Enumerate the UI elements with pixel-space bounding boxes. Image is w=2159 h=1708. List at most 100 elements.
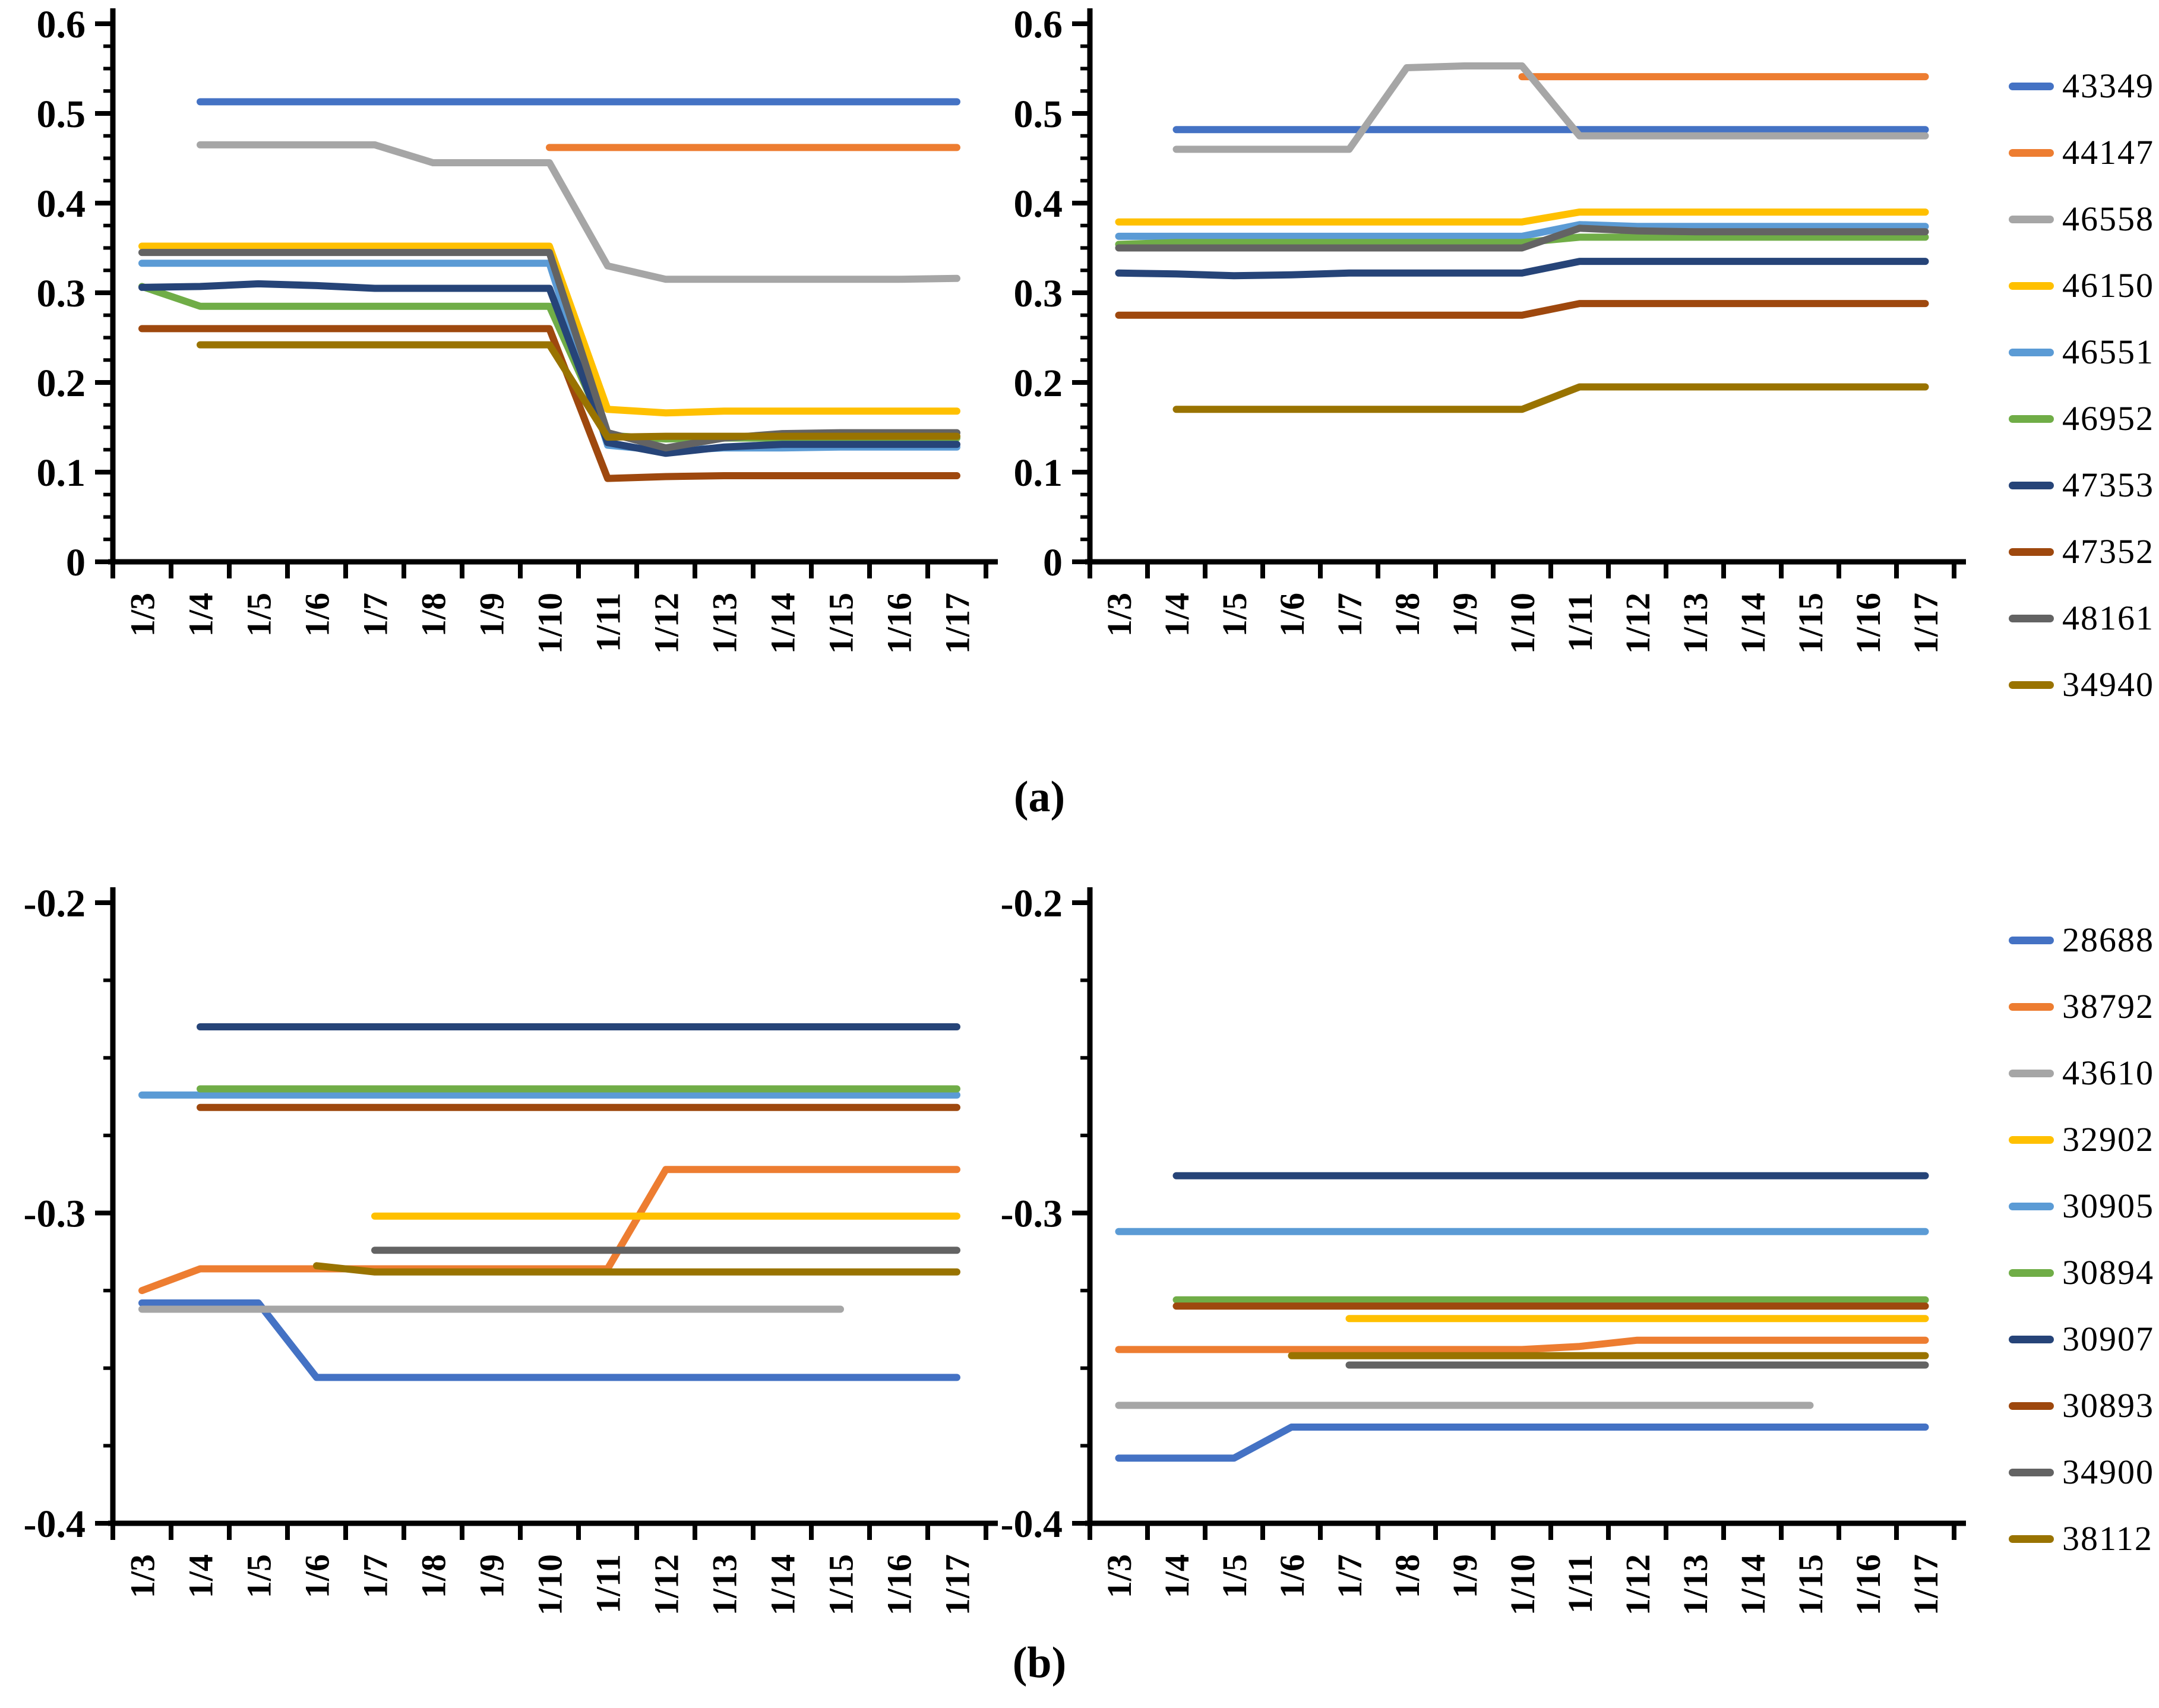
legend-item-34940: 34940 <box>2009 651 2159 718</box>
y-tick-label: 0.2 <box>1014 362 1063 405</box>
legend-item-44147: 44147 <box>2009 119 2159 186</box>
legend-label: 43349 <box>2062 67 2154 105</box>
series-line-46150 <box>1115 208 1929 226</box>
legend-label: 30907 <box>2062 1320 2154 1358</box>
y-tick-label: 0.2 <box>37 362 86 405</box>
x-tick-label: 1/5 <box>1215 1554 1254 1598</box>
legend-label: 32902 <box>2062 1120 2154 1159</box>
legend-item-34900: 34900 <box>2009 1439 2159 1505</box>
x-tick-label: 1/4 <box>181 593 220 637</box>
series-line-47352 <box>1115 300 1929 319</box>
series-line-34940 <box>1172 383 1929 413</box>
y-tick-label: 0.4 <box>1014 182 1063 226</box>
legend-swatch-30893 <box>2009 1402 2054 1410</box>
x-tick-label: 1/17 <box>1907 593 1945 654</box>
legend-item-28688: 28688 <box>2009 907 2159 973</box>
x-tick-label: 1/3 <box>1100 593 1139 637</box>
legend-swatch-38792 <box>2009 1002 2054 1011</box>
legend-swatch-46558 <box>2009 215 2054 223</box>
legend-swatch-47352 <box>2009 548 2054 556</box>
legend-item-47353: 47353 <box>2009 452 2159 518</box>
legend-label: 38112 <box>2062 1519 2153 1558</box>
x-tick-label: 1/12 <box>1619 1554 1657 1615</box>
legend-item-30905: 30905 <box>2009 1173 2159 1239</box>
y-tick-label: -0.2 <box>1001 882 1063 925</box>
x-tick-label: 1/12 <box>1619 593 1657 654</box>
legend-item-30893: 30893 <box>2009 1372 2159 1439</box>
y-tick-label: -0.3 <box>24 1193 86 1236</box>
legend-swatch-46551 <box>2009 348 2054 356</box>
legend-item-46551: 46551 <box>2009 319 2159 385</box>
x-tick-label: 1/9 <box>1446 593 1484 637</box>
series-line-46558 <box>197 141 960 283</box>
x-tick-label: 1/17 <box>1907 1554 1945 1615</box>
x-tick-label: 1/8 <box>1388 593 1427 637</box>
x-tick-label: 1/16 <box>1849 1554 1888 1615</box>
x-tick-label: 1/6 <box>298 593 336 637</box>
legend-item-43610: 43610 <box>2009 1040 2159 1106</box>
x-tick-label: 1/11 <box>589 1554 627 1614</box>
legend-item-46558: 46558 <box>2009 186 2159 252</box>
legend-swatch-28688 <box>2009 936 2054 944</box>
legend-label: 46952 <box>2062 399 2154 438</box>
series-line-46558 <box>1172 62 1929 153</box>
legend-panel-a: 43349 44147 46558 46150 46551 46952 47353 47352… <box>2009 53 2159 718</box>
series-line-47353 <box>1115 258 1929 280</box>
chart-a-right: 0.6 0.5 0.4 0.3 0.2 0.1 0 1/3 1/4 1/5 1/6 1/7 1/8 1/9… <box>1014 3 1966 654</box>
x-tick-label: 1/15 <box>1791 593 1830 654</box>
legend-label: 46150 <box>2062 266 2154 305</box>
x-tick-label: 1/16 <box>880 593 918 654</box>
x-tick-label: 1/3 <box>123 1554 162 1598</box>
x-tick-label: 1/5 <box>1215 593 1254 637</box>
legend-swatch-30905 <box>2009 1202 2054 1210</box>
legend-label: 46551 <box>2062 333 2154 371</box>
x-tick-label: 1/15 <box>821 593 860 654</box>
series-line-34940 <box>197 341 960 441</box>
legend-swatch-48161 <box>2009 614 2054 622</box>
x-tick-label: 1/9 <box>472 1554 511 1598</box>
y-tick-label: 0.3 <box>1014 272 1063 315</box>
x-tick-label: 1/8 <box>414 1554 453 1598</box>
chart-b-left: -0.2 -0.3 -0.4 1/3 1/4 1/5 1/6 1/7 1/8 1/9 1/10 1/1… <box>24 882 998 1615</box>
x-tick-label: 1/14 <box>1734 1554 1772 1615</box>
x-tick-label: 1/11 <box>589 593 627 652</box>
y-tick-label: 0.1 <box>1014 451 1063 495</box>
x-tick-label: 1/15 <box>821 1554 860 1615</box>
series-line-38112 <box>313 1262 960 1276</box>
x-tick-label: 1/7 <box>356 1554 394 1598</box>
chart-a-left: 0.6 0.5 0.4 0.3 0.2 0.1 0 1/3 1/4 1/5 1/6 1/7 1/8 1/9… <box>37 3 998 654</box>
x-tick-label: 1/11 <box>1561 1554 1600 1614</box>
y-tick-label: 0.4 <box>37 182 86 226</box>
legend-swatch-32902 <box>2009 1135 2054 1144</box>
x-tick-label: 1/16 <box>1849 593 1888 654</box>
legend-label: 47353 <box>2062 466 2154 504</box>
x-tick-label: 1/12 <box>647 1554 685 1615</box>
legend-item-30894: 30894 <box>2009 1239 2159 1306</box>
legend-label: 34900 <box>2062 1453 2154 1491</box>
legend-swatch-46150 <box>2009 281 2054 290</box>
y-tick-label: 0.1 <box>37 451 86 495</box>
legend-label: 28688 <box>2062 921 2154 959</box>
x-tick-label: 1/3 <box>123 593 162 637</box>
x-tick-label: 1/9 <box>1446 1554 1484 1598</box>
legend-swatch-43610 <box>2009 1069 2054 1077</box>
x-tick-label: 1/9 <box>472 593 511 637</box>
x-tick-label: 1/5 <box>239 593 278 637</box>
y-tick-label: 0.6 <box>37 3 86 46</box>
legend-label: 30893 <box>2062 1386 2154 1425</box>
y-tick-label: -0.4 <box>1001 1503 1063 1546</box>
x-tick-label: 1/4 <box>181 1554 220 1598</box>
x-tick-label: 1/13 <box>1676 1554 1715 1615</box>
legend-item-38112: 38112 <box>2009 1505 2159 1572</box>
y-tick-label: -0.3 <box>1001 1193 1063 1236</box>
y-tick-label: 0.5 <box>37 93 86 136</box>
legend-label: 38792 <box>2062 987 2154 1026</box>
legend-item-30907: 30907 <box>2009 1306 2159 1372</box>
x-tick-label: 1/13 <box>1676 593 1715 654</box>
y-tick-label: 0.3 <box>37 272 86 315</box>
legend-swatch-44147 <box>2009 148 2054 157</box>
legend-label: 43610 <box>2062 1054 2154 1092</box>
legend-label: 30905 <box>2062 1187 2154 1225</box>
legend-swatch-43349 <box>2009 82 2054 90</box>
